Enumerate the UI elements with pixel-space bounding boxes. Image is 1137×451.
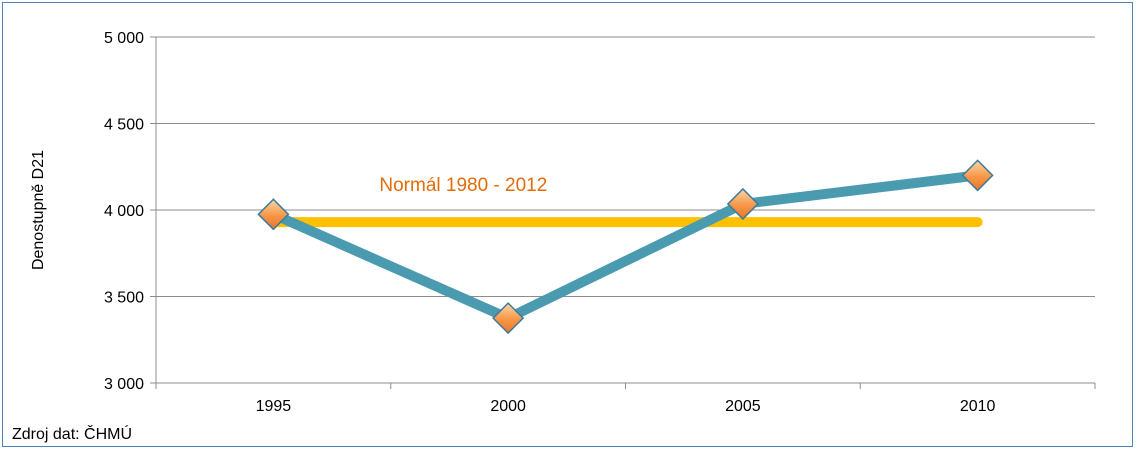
y-tick-label: 3 500 [104,290,144,307]
y-axis-title: Denostupně D21 [30,150,47,270]
y-tick-label: 5 000 [104,30,144,47]
series-line [268,170,983,324]
series-layer [257,159,994,335]
x-tick-label: 2010 [960,398,996,415]
line-chart: 3 000 3 500 4 000 4 500 5 000 1995 2000 2005 201… [30,30,1096,415]
data-point-marker [961,159,994,192]
data-point-marker [257,198,290,231]
data-point-marker [726,187,759,221]
data-point-marker [492,302,525,335]
x-tick-label: 2005 [725,398,761,415]
axes [150,36,1096,389]
y-tick-label: 4 500 [104,117,144,134]
source-note: Zdroj dat: ČHMÚ [12,426,133,443]
labels-layer: 3 000 3 500 4 000 4 500 5 000 1995 2000 2005 201… [30,30,996,415]
x-tick-label: 2000 [490,398,526,415]
gridlines [156,36,1095,297]
x-tick-label: 1995 [256,398,292,415]
y-tick-label: 3 000 [104,376,144,393]
normal-reference-label: Normál 1980 - 2012 [379,175,547,196]
y-tick-label: 4 000 [104,203,144,220]
